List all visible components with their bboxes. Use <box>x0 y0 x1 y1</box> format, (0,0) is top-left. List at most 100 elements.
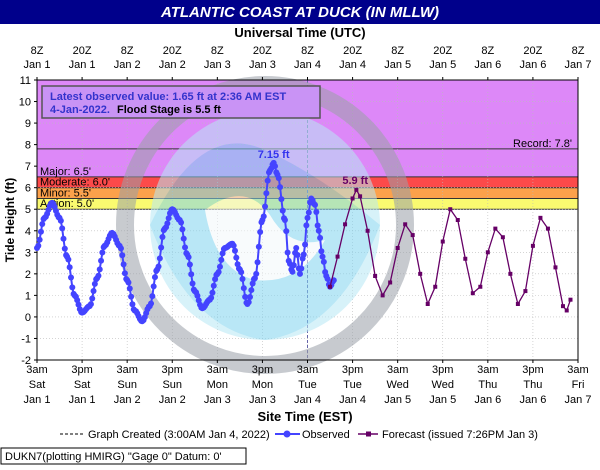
forecast-point <box>553 265 558 270</box>
observed-point <box>283 228 290 235</box>
observed-point <box>298 265 305 272</box>
top-tick-time: 20Z <box>253 45 272 57</box>
observed-point <box>319 253 326 260</box>
observed-point <box>125 279 132 286</box>
forecast-point <box>545 226 550 231</box>
band-label-moderate: Moderate: 6.0' <box>40 177 110 189</box>
legend: Graph Created (3:00AM Jan 4, 2022) Obser… <box>60 429 538 441</box>
top-tick-date: Jan 1 <box>24 59 51 71</box>
observed-point <box>255 243 262 250</box>
bottom-tick-time: 3pm <box>432 364 453 376</box>
forecast-point <box>448 207 453 212</box>
y-tick-label: 7 <box>25 161 31 173</box>
top-tick-time: 8Z <box>572 45 585 57</box>
forecast-point <box>380 293 385 298</box>
observed-point <box>305 209 312 216</box>
bottom-tick-date: Jan 2 <box>114 394 141 406</box>
observed-point <box>208 294 215 301</box>
observed-point <box>215 268 222 275</box>
observed-point <box>233 254 240 261</box>
forecast-point <box>410 233 415 238</box>
observed-point <box>230 242 237 249</box>
observed-point <box>304 214 311 221</box>
bottom-tick-date: Jan 7 <box>565 394 592 406</box>
observed-point <box>120 261 127 268</box>
observed-point <box>155 263 162 270</box>
observed-point <box>289 268 296 275</box>
top-tick-date: Jan 5 <box>429 59 456 71</box>
y-tick-label: 5 <box>25 204 31 216</box>
observed-point <box>290 262 297 269</box>
observed-point <box>188 271 195 278</box>
observed-point <box>314 222 321 229</box>
bottom-tick-date: Jan 6 <box>474 394 501 406</box>
observed-point <box>69 284 76 291</box>
bottom-tick-date: Jan 1 <box>69 394 96 406</box>
observed-point <box>317 234 324 241</box>
observed-point <box>129 301 136 308</box>
observed-point <box>284 249 291 256</box>
observed-point <box>245 299 252 306</box>
observed-point <box>180 235 187 242</box>
observed-point <box>165 215 172 222</box>
bottom-tick-weekday: Sun <box>162 379 182 391</box>
forecast-point <box>523 289 528 294</box>
forecast-point <box>418 271 423 276</box>
observed-point <box>178 219 185 226</box>
y-tick-label: -1 <box>21 333 31 345</box>
observed-point <box>156 255 163 262</box>
legend-forecast: Forecast (issued 7:26PM Jan 3) <box>382 429 538 441</box>
observed-point <box>65 256 72 263</box>
series-area: -2 -1 0 1 2 3 4 5 6 7 8 9 10 11 8Z Jan 1 20Z Jan 1 8Z Jan 2… <box>19 45 592 406</box>
title-bar <box>0 0 600 24</box>
top-tick-time: 8Z <box>31 45 44 57</box>
top-axis-title: Universal Time (UTC) <box>234 25 365 40</box>
observed-point <box>216 263 223 270</box>
observed-point <box>119 252 126 259</box>
y-axis-title: Tide Height (ft) <box>3 178 17 262</box>
observed-point <box>239 275 246 282</box>
forecast-point <box>433 284 438 289</box>
bottom-tick-weekday: Mon <box>252 379 273 391</box>
top-tick-date: Jan 6 <box>519 59 546 71</box>
observed-point <box>89 295 96 302</box>
bottom-tick-weekday: Mon <box>207 379 228 391</box>
observed-point <box>150 283 157 290</box>
bottom-tick-time: 3am <box>477 364 498 376</box>
forecast-point <box>440 239 445 244</box>
observed-point <box>254 259 261 266</box>
bottom-tick-weekday: Tue <box>298 379 317 391</box>
observed-point <box>210 282 217 289</box>
top-tick-date: Jan 3 <box>204 59 231 71</box>
observed-point <box>294 252 301 259</box>
forecast-point <box>485 250 490 255</box>
observed-point <box>37 228 44 235</box>
bottom-tick-date: Jan 3 <box>204 394 231 406</box>
bottom-tick-time: 3am <box>26 364 47 376</box>
observed-point <box>35 242 42 249</box>
observed-point <box>272 163 279 170</box>
bottom-tick-time: 3am <box>207 364 228 376</box>
bottom-tick-weekday: Tue <box>343 379 362 391</box>
bottom-tick-time: 3pm <box>522 364 543 376</box>
observed-point <box>117 245 124 252</box>
observed-point <box>90 288 97 295</box>
y-tick-label: 2 <box>25 269 31 281</box>
observed-point <box>320 258 327 265</box>
observed-point <box>95 272 102 279</box>
observed-point <box>279 207 286 214</box>
observed-point <box>189 280 196 287</box>
observed-point <box>159 234 166 241</box>
observed-point <box>303 222 310 229</box>
forecast-point <box>560 304 565 309</box>
observed-point <box>242 293 249 300</box>
observed-point <box>148 300 155 307</box>
observed-point <box>57 217 64 224</box>
forecast-point <box>500 235 505 240</box>
bottom-tick-weekday: Fri <box>572 379 585 391</box>
observed-point <box>240 285 247 292</box>
forecast-point <box>455 218 460 222</box>
top-tick-date: Jan 4 <box>294 59 321 71</box>
observed-point <box>262 203 269 210</box>
